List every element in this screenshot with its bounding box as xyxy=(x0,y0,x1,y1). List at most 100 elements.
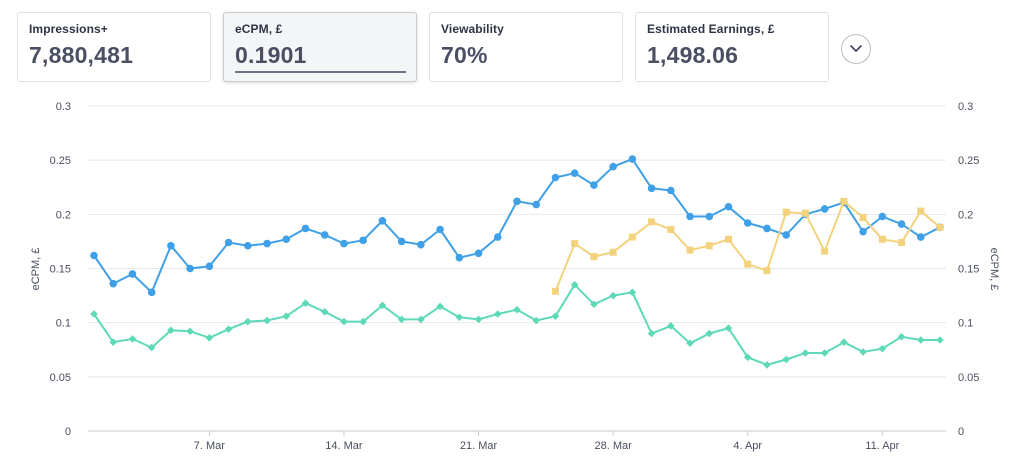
data-point xyxy=(147,343,156,352)
data-point xyxy=(474,315,483,324)
data-point xyxy=(917,207,925,215)
data-point xyxy=(128,335,137,343)
data-point xyxy=(859,214,867,222)
data-point xyxy=(878,344,887,353)
data-point xyxy=(763,224,771,233)
data-point xyxy=(628,288,637,297)
data-point xyxy=(244,317,252,326)
data-point xyxy=(571,240,579,248)
data-point xyxy=(109,338,118,346)
data-point xyxy=(763,267,771,275)
series-line-1 xyxy=(93,283,940,366)
data-point xyxy=(840,197,848,205)
metric-label: Impressions+ xyxy=(29,22,108,36)
data-point xyxy=(282,312,291,320)
x-tick-label: 21. Mar xyxy=(460,440,498,452)
data-point xyxy=(90,251,98,260)
y-tick-label: 0.15 xyxy=(958,264,979,276)
data-point xyxy=(167,241,175,250)
ecpm-line-chart: 0 0.05 0.1 0.15 0.2 0.25 0.3 0 0.05 0.1 0.15 0.2 0.… xyxy=(30,101,1000,452)
data-point xyxy=(551,312,560,320)
data-point xyxy=(263,316,271,325)
chevron-down-icon xyxy=(850,45,862,52)
data-point xyxy=(417,315,425,324)
data-point xyxy=(801,349,810,357)
data-point xyxy=(282,235,291,244)
data-point xyxy=(897,220,906,228)
data-point xyxy=(609,162,617,171)
data-point xyxy=(840,338,848,346)
data-point xyxy=(340,317,348,326)
metric-label: Viewability xyxy=(441,22,504,36)
data-point xyxy=(378,301,387,310)
data-point xyxy=(417,240,425,249)
metric-value: 7,880,481 xyxy=(29,42,134,68)
data-point xyxy=(109,279,118,288)
data-point xyxy=(916,233,925,241)
data-point xyxy=(628,155,637,163)
y-axis-left: 0 0.05 0.1 0.15 0.2 0.25 0.3 xyxy=(50,101,71,438)
data-point xyxy=(167,326,175,335)
data-point xyxy=(686,339,694,348)
data-point xyxy=(340,239,348,248)
data-point xyxy=(705,329,714,338)
data-point xyxy=(667,186,675,195)
data-point xyxy=(436,225,444,234)
x-tick-label: 28. Mar xyxy=(594,440,632,452)
data-point xyxy=(647,184,656,193)
data-point xyxy=(801,209,809,217)
y-tick-label: 0.25 xyxy=(50,155,71,167)
y-tick-label: 0.1 xyxy=(958,318,973,330)
data-point xyxy=(570,280,579,289)
y-tick-label: 0.3 xyxy=(56,101,71,113)
data-point xyxy=(898,239,906,246)
metric-card-ecpm[interactable]: eCPM, £ 0.1901 xyxy=(223,12,417,82)
data-point xyxy=(205,262,214,271)
data-point xyxy=(263,239,271,248)
data-point xyxy=(224,238,233,247)
data-point xyxy=(878,212,887,221)
y-tick-label: 0.05 xyxy=(50,372,71,384)
metric-label: eCPM, £ xyxy=(235,22,283,36)
data-point xyxy=(686,212,694,221)
data-point xyxy=(705,242,713,250)
data-point xyxy=(436,302,444,311)
data-point xyxy=(782,208,790,216)
data-point xyxy=(205,334,214,342)
data-point xyxy=(820,349,829,357)
data-point xyxy=(724,324,733,332)
metric-value: 1,498.06 xyxy=(647,42,739,68)
data-point xyxy=(782,355,790,364)
data-point xyxy=(455,253,464,262)
metric-card-viewability[interactable]: Viewability 70% xyxy=(429,12,623,82)
data-point xyxy=(648,218,656,226)
x-tick-label: 4. Apr xyxy=(733,440,762,452)
y-axis-title-left: eCPM, £ xyxy=(30,248,42,291)
data-point xyxy=(590,253,598,261)
data-point xyxy=(359,236,367,245)
metric-value: 0.1901 xyxy=(235,42,307,68)
data-point xyxy=(186,264,194,273)
data-point xyxy=(186,327,194,336)
data-point xyxy=(513,305,521,314)
y-tick-label: 0.2 xyxy=(958,209,973,221)
expand-metrics-button[interactable] xyxy=(841,34,871,64)
series-layer xyxy=(90,155,944,369)
x-tick-label: 14. Mar xyxy=(325,440,363,452)
data-point xyxy=(244,241,252,250)
data-point xyxy=(916,336,925,344)
y-tick-label: 0 xyxy=(65,426,71,438)
data-point xyxy=(397,237,406,246)
data-point xyxy=(532,316,541,325)
data-point xyxy=(628,233,636,241)
data-point xyxy=(551,173,560,182)
data-point xyxy=(378,217,387,225)
grid-lines xyxy=(88,105,946,432)
metric-card-impressions[interactable]: Impressions+ 7,880,481 xyxy=(17,12,211,82)
data-point xyxy=(609,248,617,256)
data-point xyxy=(301,299,310,307)
data-point xyxy=(744,260,752,268)
metric-card-earnings[interactable]: Estimated Earnings, £ 1,498.06 xyxy=(635,12,829,82)
data-point xyxy=(590,300,598,309)
data-point xyxy=(878,235,886,243)
